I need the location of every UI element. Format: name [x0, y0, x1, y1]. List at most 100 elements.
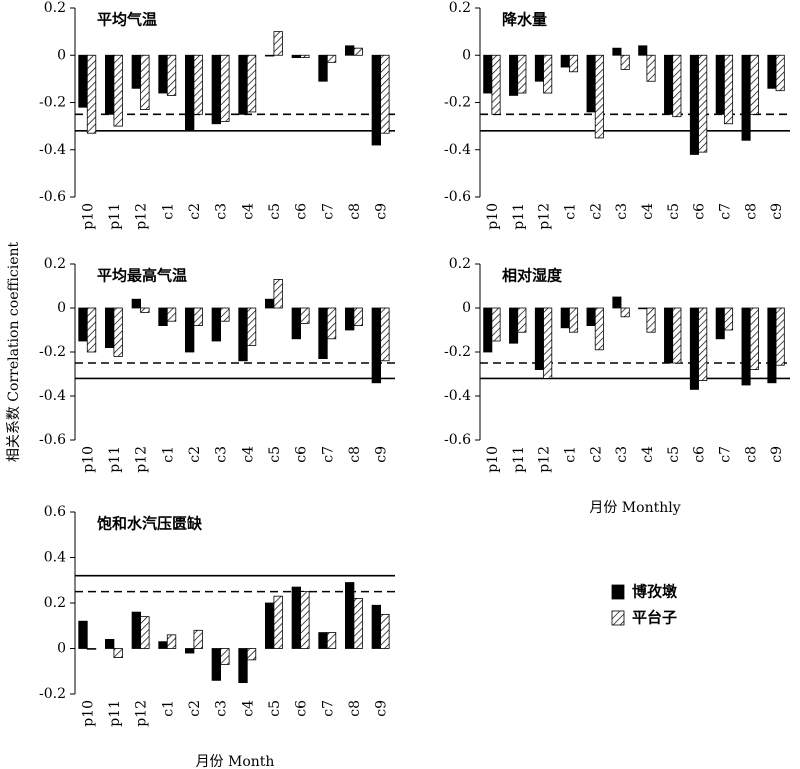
chart-title: 相对湿度 [502, 267, 563, 285]
x-tick-label: c4 [240, 700, 256, 717]
bar [380, 307, 390, 362]
bar [715, 54, 725, 115]
y-tick-label: -0.6 [444, 189, 471, 205]
bar [380, 54, 390, 134]
x-tick-label: c1 [160, 446, 176, 463]
bar [612, 296, 622, 309]
bar [291, 586, 302, 649]
bar [371, 604, 382, 649]
bar [166, 307, 177, 322]
bar [672, 307, 682, 364]
bar [86, 54, 97, 134]
y-axis-label: 相关系数 Correlation coefficient [6, 241, 22, 462]
x-tick-label: c2 [588, 203, 604, 220]
x-tick-label: c9 [769, 203, 785, 220]
bar [483, 307, 493, 353]
bar [371, 307, 382, 384]
x-axis-label: 月份 Month [196, 754, 275, 769]
bar [543, 307, 553, 379]
bar [158, 54, 168, 94]
bar [264, 602, 275, 649]
legend-swatch [611, 584, 625, 600]
legend-label: 博孜墩 [632, 583, 678, 601]
bar [723, 307, 734, 331]
y-tick-label: -0.4 [444, 142, 471, 158]
bar [78, 307, 88, 342]
bar [509, 54, 519, 96]
x-tick-label: c6 [692, 203, 708, 220]
bar [491, 307, 501, 342]
bar [723, 54, 734, 125]
bar [246, 54, 257, 113]
x-tick-label: c5 [267, 446, 283, 463]
chart-title: 平均气温 [97, 11, 157, 29]
x-tick-label: c1 [160, 203, 176, 220]
bar [193, 629, 203, 649]
bar [184, 54, 195, 132]
x-tick-label: c7 [320, 700, 336, 717]
y-tick-label: -0.2 [39, 686, 66, 702]
bar [220, 648, 230, 665]
bar [749, 54, 759, 115]
bar [220, 307, 230, 322]
bar [534, 307, 544, 370]
bar [113, 54, 123, 127]
x-tick-label: c6 [294, 700, 310, 717]
bar [246, 307, 257, 346]
bar [646, 54, 656, 82]
legend-swatch [611, 610, 625, 626]
y-tick-label: 0.2 [449, 0, 471, 16]
x-tick-label: c8 [347, 446, 363, 463]
bar [353, 598, 363, 649]
bar [344, 582, 355, 649]
bar [715, 307, 725, 340]
y-tick-label: -0.4 [39, 388, 66, 404]
bar [264, 54, 275, 57]
bar [646, 307, 656, 333]
bar [158, 641, 168, 649]
x-axis-label: 月份 Monthly [589, 500, 680, 516]
bar [166, 634, 177, 649]
y-tick-label: 0 [462, 300, 471, 316]
x-tick-label: c9 [374, 446, 390, 463]
y-tick-label: 0 [57, 641, 66, 657]
y-tick-label: 0 [57, 300, 66, 316]
bar [166, 54, 177, 96]
bar [698, 307, 708, 381]
x-tick-label: c5 [267, 203, 283, 220]
bar [326, 307, 337, 340]
x-tick-label: c3 [214, 446, 230, 463]
bar [318, 632, 328, 649]
x-tick-label: c7 [320, 203, 336, 220]
x-tick-label: c5 [666, 203, 682, 220]
x-tick-label: c4 [240, 203, 256, 220]
x-tick-label: c6 [294, 203, 310, 220]
x-tick-label: c8 [743, 203, 759, 220]
bar [664, 307, 674, 364]
bar [380, 613, 390, 649]
y-tick-label: -0.2 [39, 95, 66, 111]
x-tick-label: c2 [588, 446, 604, 463]
bar [193, 54, 203, 115]
y-tick-label: 0 [462, 47, 471, 63]
x-tick-label: c3 [214, 700, 230, 717]
bar [105, 54, 115, 115]
bar [586, 54, 596, 113]
y-tick-label: -0.2 [444, 344, 471, 360]
bar [86, 307, 97, 353]
bar [318, 54, 328, 82]
bar [158, 307, 168, 327]
x-tick-label: c4 [240, 446, 256, 463]
bar [509, 307, 519, 344]
bar [560, 54, 570, 68]
bar [638, 45, 648, 56]
chart-title: 降水量 [502, 11, 547, 29]
bar [105, 639, 115, 649]
bar [131, 298, 141, 309]
bar [344, 307, 355, 331]
bar [568, 54, 579, 73]
bar [689, 54, 699, 155]
x-tick-label: c2 [187, 203, 203, 220]
chart-title: 平均最高气温 [97, 267, 187, 285]
